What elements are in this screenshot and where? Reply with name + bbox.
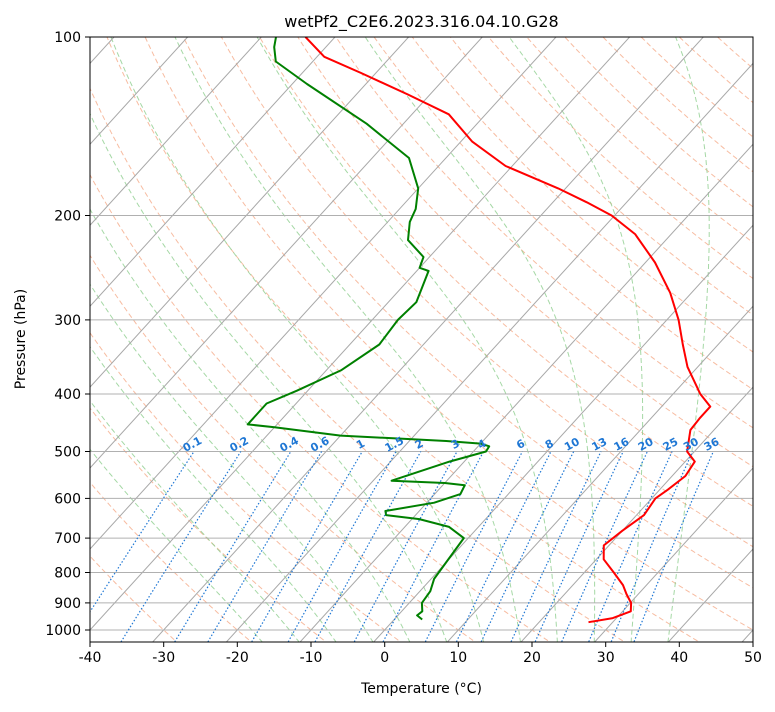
- isotherm-line: [520, 386, 753, 642]
- isotherm-line: [90, 37, 189, 146]
- dry-adiabat: [297, 37, 753, 468]
- dry-adiabat: [411, 37, 753, 353]
- y-tick-label: 1000: [45, 623, 81, 639]
- dry-adiabat: [90, 331, 402, 642]
- mixing-ratio-line: [610, 451, 694, 642]
- mixing-ratio-line: [510, 451, 602, 642]
- y-tick-label: 800: [54, 566, 81, 582]
- dry-adiabat: [90, 87, 626, 642]
- mixing-ratio-line: [173, 451, 292, 642]
- profile-series: [246, 37, 712, 624]
- mixing-ratio-label: 16: [612, 435, 632, 454]
- y-tick-label: 700: [54, 531, 81, 547]
- isotherm-line: [152, 37, 705, 642]
- plot-frame: [89, 36, 754, 643]
- isotherm-line: [90, 37, 484, 469]
- moist-adiabat: [364, 37, 596, 642]
- isotherm-label: -30: [716, 0, 739, 21]
- dry-adiabat: [182, 37, 753, 589]
- mixing-ratio-line: [633, 451, 714, 642]
- x-tick-label: 10: [449, 650, 467, 666]
- x-tick-label: -10: [300, 650, 323, 666]
- mixing-ratio-line: [424, 451, 523, 642]
- y-tick-label: 300: [54, 313, 81, 329]
- moist-adiabat: [90, 112, 448, 642]
- moist-adiabat: [110, 37, 485, 642]
- isotherm-line: [299, 143, 753, 642]
- y-tick-label: 900: [54, 596, 81, 612]
- y-tick-label: 100: [54, 30, 81, 46]
- mixing-ratio-line: [534, 451, 624, 642]
- mixing-ratio-label: 13: [590, 435, 610, 454]
- mixing-ratio-line: [207, 451, 323, 642]
- moist-adiabat: [90, 283, 374, 642]
- axes: -40 -30 -20 -10 0 10 20 30 40 50 100 200 300 400 500 60…: [45, 30, 762, 666]
- moist-adiabat: [174, 37, 522, 642]
- dry-adiabat: [220, 37, 753, 548]
- isotherm-line: [446, 305, 753, 642]
- dewpoint-line: [246, 37, 491, 621]
- mixing-ratio-line: [455, 451, 552, 642]
- isotherm-line: [594, 467, 753, 642]
- moist-adiabat: [90, 208, 411, 642]
- mixing-ratio-label: 36: [702, 435, 722, 454]
- moist-adiabat: [90, 448, 263, 642]
- mixing-ratio-label: 30: [681, 435, 701, 454]
- isotherm-line: [0, 10, 65, 655]
- y-tick-label: 400: [54, 387, 81, 403]
- temperature-line: [304, 37, 712, 624]
- x-axis-label: Temperature (°C): [360, 681, 482, 697]
- x-tick-label: 40: [670, 650, 688, 666]
- mixing-ratio-label: 10: [562, 435, 582, 454]
- moist-adiabat: [90, 399, 300, 642]
- dry-adiabat: [335, 37, 753, 429]
- isotherm-line: [90, 37, 631, 631]
- x-tick-label: 50: [744, 650, 762, 666]
- isotherm-line: [90, 37, 410, 388]
- mixing-ratio-line: [120, 451, 242, 642]
- isotherm-line: [90, 37, 263, 226]
- x-tick-label: -20: [226, 650, 249, 666]
- mixing-ratio-line: [560, 451, 648, 642]
- mixing-ratio-lines: [90, 451, 714, 642]
- y-tick-label: 600: [54, 491, 81, 507]
- isotherm-line: [225, 62, 753, 642]
- x-tick-label: 20: [523, 650, 541, 666]
- y-axis-label: Pressure (hPa): [13, 289, 29, 389]
- isotherm-label: -50: [569, 0, 592, 21]
- mixing-ratio-line: [382, 451, 485, 642]
- x-tick-label: -40: [79, 650, 102, 666]
- moist-adiabat: [667, 37, 710, 642]
- y-tick-label: 200: [54, 209, 81, 225]
- x-tick-label: 30: [597, 650, 615, 666]
- dry-adiabat: [259, 37, 753, 507]
- isotherm-line: [90, 37, 557, 550]
- isotherm-line: [90, 37, 336, 307]
- y-tick-label: 500: [54, 445, 81, 461]
- isotherm-line: [373, 224, 753, 642]
- plot-area: [90, 37, 753, 642]
- x-tick-label: 0: [380, 650, 389, 666]
- mixing-ratio-label: 25: [661, 435, 681, 454]
- x-tick-label: -30: [152, 650, 175, 666]
- chart-title: wetPf2_C2E6.2023.316.04.10.G28: [284, 12, 558, 32]
- mixing-ratio-line: [250, 451, 363, 642]
- mixing-ratio-line: [480, 451, 575, 642]
- moist-adiabat: [508, 37, 644, 642]
- mixing-ratio-label: 20: [636, 435, 656, 454]
- isotherm-label: -40: [643, 0, 666, 21]
